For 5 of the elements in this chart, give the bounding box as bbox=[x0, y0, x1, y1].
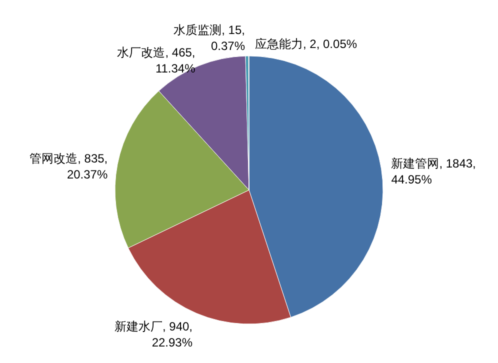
slice-label: 新建水厂, 940, 22.93% bbox=[114, 319, 193, 350]
slice-label: 管网改造, 835, 20.37% bbox=[30, 151, 108, 182]
slice-label: 水厂改造, 465, 11.34% bbox=[117, 45, 196, 76]
slice-label: 应急能力, 2, 0.05% bbox=[255, 37, 358, 51]
slice-label: 新建管网, 1843, 44.95% bbox=[391, 156, 476, 186]
